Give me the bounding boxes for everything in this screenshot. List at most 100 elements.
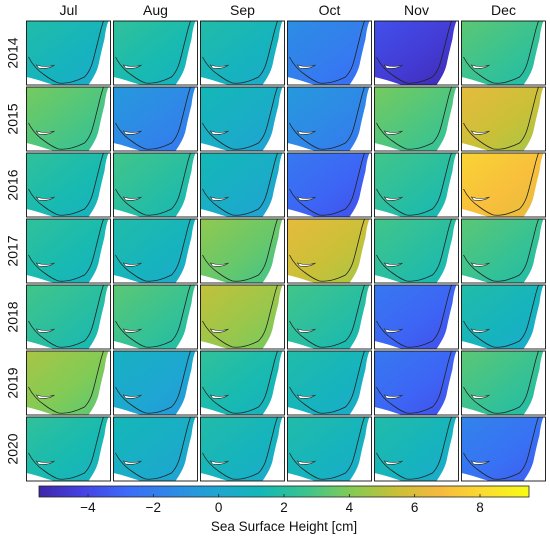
panel-2014-nov: [374, 20, 459, 86]
colorbar-tick-label: 2: [280, 500, 288, 515]
panel-2019-jul: [26, 350, 111, 416]
panel-frame: [374, 350, 459, 416]
land-mask: [287, 351, 372, 415]
colorbar-tick-label: 0: [215, 500, 223, 515]
panel-frame: [461, 416, 546, 482]
coastline: [115, 350, 191, 414]
coastline: [463, 218, 539, 282]
panel-frame: [287, 350, 372, 416]
spit: [470, 262, 490, 267]
land-mask: [113, 351, 198, 415]
spit: [122, 328, 142, 333]
panel-2015-oct: [287, 86, 372, 152]
land-mask: [374, 417, 459, 481]
panel-frame: [287, 20, 372, 86]
coastline: [463, 86, 539, 150]
coastline: [376, 218, 452, 282]
spit: [296, 394, 316, 399]
land-mask: [374, 153, 459, 217]
panel-2020-jul: [26, 416, 111, 482]
colorbar-ticks: −4 −2 0 2 4 6 8: [80, 494, 484, 515]
panel-frame: [374, 20, 459, 86]
panel-frame: [200, 152, 285, 218]
colorbar-tick-label: 6: [411, 500, 419, 515]
column-label-nov: Nov: [404, 2, 429, 18]
panel-frame: [200, 86, 285, 152]
row-label-2020: 2020: [5, 433, 21, 464]
column-label-oct: Oct: [319, 2, 341, 18]
land-mask: [200, 153, 285, 217]
coastline: [28, 86, 104, 150]
land-mask: [374, 285, 459, 349]
panel-2020-sep: [200, 416, 285, 482]
land-mask: [287, 153, 372, 217]
land-mask: [113, 219, 198, 283]
panel-frame: [461, 350, 546, 416]
spit: [470, 328, 490, 333]
panel-2019-sep: [200, 350, 285, 416]
land-mask: [26, 153, 111, 217]
spit: [35, 130, 55, 135]
panel-frame: [113, 20, 198, 86]
coastline: [463, 350, 539, 414]
spit: [122, 394, 142, 399]
panel-frame: [113, 152, 198, 218]
panel-2015-aug: [113, 86, 198, 152]
spit: [470, 394, 490, 399]
panel-2020-nov: [374, 416, 459, 482]
panel-2016-aug: [113, 152, 198, 218]
coastline: [463, 152, 539, 216]
panel-frame: [200, 218, 285, 284]
panel-frame: [26, 86, 111, 152]
coastline: [115, 218, 191, 282]
spit: [35, 64, 55, 69]
spit: [209, 262, 229, 267]
land-mask: [461, 153, 546, 217]
land-mask: [461, 285, 546, 349]
coastline: [289, 416, 365, 480]
panel-2017-sep: [200, 218, 285, 284]
land-mask: [287, 87, 372, 151]
panel-frame: [287, 152, 372, 218]
row-label-2016: 2016: [5, 169, 21, 200]
coastline: [463, 20, 539, 84]
panel-frame: [287, 416, 372, 482]
panel-frame: [287, 86, 372, 152]
panel-frame: [200, 284, 285, 350]
land-mask: [113, 285, 198, 349]
coastline: [28, 350, 104, 414]
coastline: [289, 284, 365, 348]
colorbar-tick-label: −2: [146, 500, 161, 515]
spit: [383, 328, 403, 333]
coastline: [289, 218, 365, 282]
spit: [296, 64, 316, 69]
panel-frame: [200, 20, 285, 86]
panel-2016-jul: [26, 152, 111, 218]
spit: [209, 328, 229, 333]
spit: [209, 130, 229, 135]
panel-2015-nov: [374, 86, 459, 152]
panel-2018-nov: [374, 284, 459, 350]
panel-2020-oct: [287, 416, 372, 482]
panel-2019-dec: [461, 350, 546, 416]
panel-2015-sep: [200, 86, 285, 152]
panel-frame: [26, 152, 111, 218]
spit: [35, 394, 55, 399]
spit: [209, 460, 229, 465]
land-mask: [26, 21, 111, 85]
coastline: [202, 416, 278, 480]
spit: [470, 196, 490, 201]
spit: [383, 196, 403, 201]
column-label-aug: Aug: [143, 2, 168, 18]
panel-frame: [287, 218, 372, 284]
coastline: [202, 86, 278, 150]
column-label-sep: Sep: [230, 2, 255, 18]
panel-2020-aug: [113, 416, 198, 482]
land-mask: [26, 351, 111, 415]
land-mask: [200, 285, 285, 349]
colorbar: −4 −2 0 2 4 6 8 Sea Surface Height [cm]: [38, 485, 530, 534]
panel-2019-nov: [374, 350, 459, 416]
land-mask: [461, 21, 546, 85]
land-mask: [26, 417, 111, 481]
